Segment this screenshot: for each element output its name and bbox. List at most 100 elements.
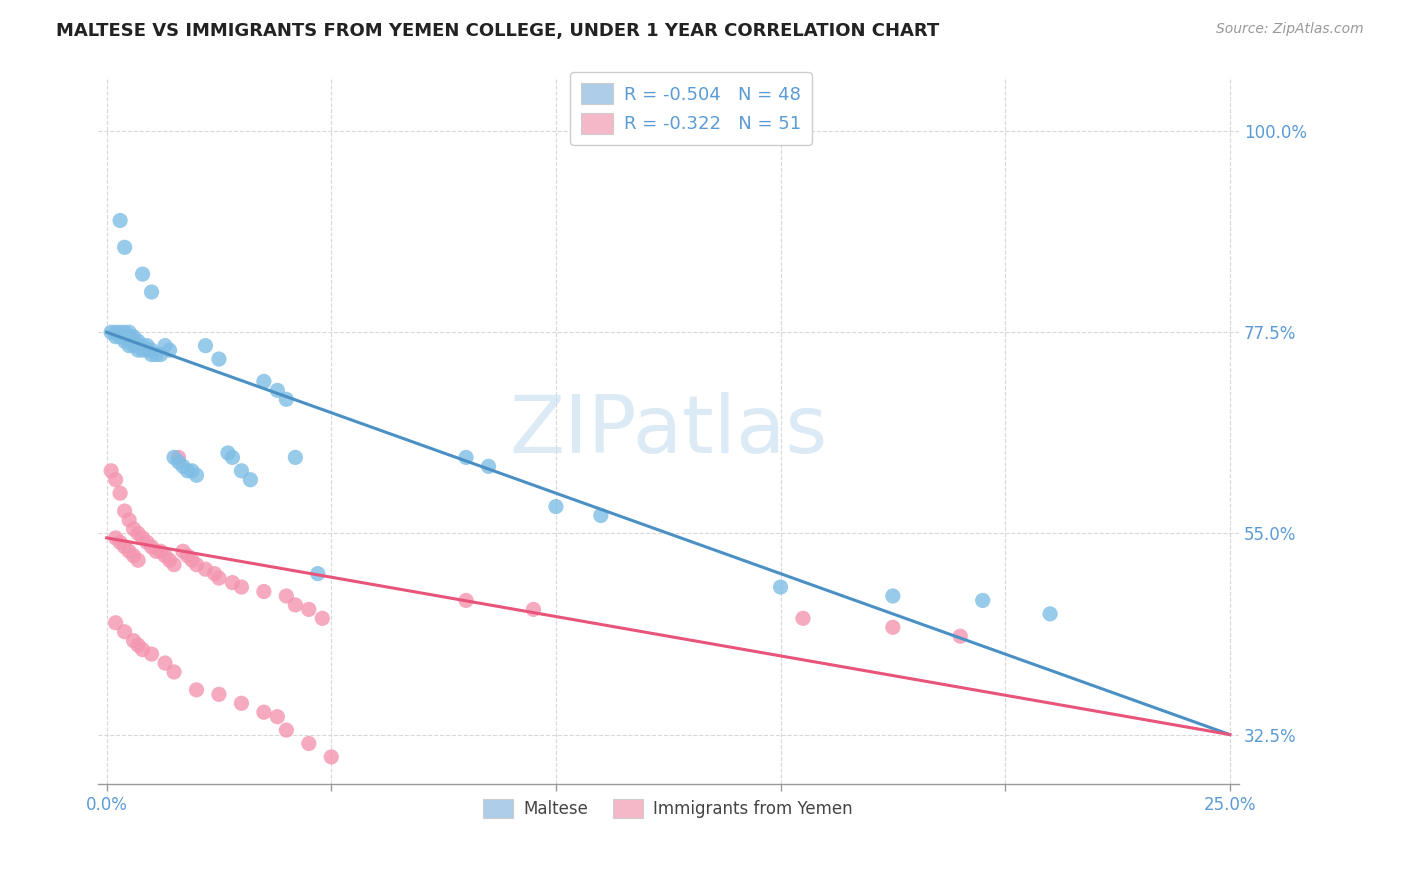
Point <box>108 325 131 339</box>
Point <box>186 682 208 697</box>
Point <box>141 647 163 661</box>
Point <box>127 553 149 567</box>
Point <box>221 575 243 590</box>
Point <box>141 285 163 299</box>
Point <box>104 473 127 487</box>
Point <box>131 343 153 358</box>
Point <box>131 642 153 657</box>
Point <box>163 450 186 465</box>
Point <box>104 325 127 339</box>
Point <box>186 468 208 483</box>
Point <box>253 705 276 719</box>
Point <box>114 329 136 343</box>
Point <box>108 329 131 343</box>
Point <box>127 526 149 541</box>
Point <box>544 500 567 514</box>
Point <box>321 750 343 764</box>
Point <box>104 615 127 630</box>
Point <box>522 602 544 616</box>
Point <box>100 464 122 478</box>
Point <box>163 665 186 679</box>
Point <box>131 267 153 281</box>
Point <box>136 339 159 353</box>
Point <box>186 558 208 572</box>
Point <box>284 598 307 612</box>
Point <box>141 348 163 362</box>
Point <box>114 240 136 254</box>
Point <box>122 334 145 348</box>
Point <box>181 464 204 478</box>
Point <box>122 339 145 353</box>
Point <box>181 553 204 567</box>
Point <box>266 384 288 398</box>
Point <box>949 629 972 643</box>
Point <box>204 566 226 581</box>
Point <box>108 535 131 549</box>
Point <box>163 558 186 572</box>
Point <box>194 339 217 353</box>
Point <box>266 709 288 723</box>
Point <box>118 325 141 339</box>
Text: ZIPatlas: ZIPatlas <box>509 392 827 469</box>
Point <box>882 589 904 603</box>
Point <box>972 593 994 607</box>
Point <box>100 325 122 339</box>
Point <box>136 535 159 549</box>
Point <box>145 348 167 362</box>
Point <box>149 544 172 558</box>
Point <box>208 687 231 701</box>
Point <box>477 459 499 474</box>
Point <box>122 633 145 648</box>
Point <box>208 352 231 367</box>
Point <box>454 450 477 465</box>
Point <box>159 343 181 358</box>
Point <box>104 329 127 343</box>
Point <box>307 566 329 581</box>
Point <box>792 611 814 625</box>
Point <box>1039 607 1062 621</box>
Point <box>108 213 131 227</box>
Point <box>108 486 131 500</box>
Point <box>208 571 231 585</box>
Point <box>145 544 167 558</box>
Point <box>153 549 176 563</box>
Point <box>176 549 198 563</box>
Point <box>149 348 172 362</box>
Point <box>239 473 262 487</box>
Point <box>127 343 149 358</box>
Point <box>298 602 321 616</box>
Point <box>172 459 194 474</box>
Point <box>114 334 136 348</box>
Point <box>118 544 141 558</box>
Point <box>253 584 276 599</box>
Text: Source: ZipAtlas.com: Source: ZipAtlas.com <box>1216 22 1364 37</box>
Point <box>253 375 276 389</box>
Point <box>311 611 333 625</box>
Point <box>118 339 141 353</box>
Point <box>127 339 149 353</box>
Point <box>217 446 239 460</box>
Point <box>131 339 153 353</box>
Point <box>276 392 298 407</box>
Point <box>276 723 298 737</box>
Point <box>127 638 149 652</box>
Point <box>104 531 127 545</box>
Point <box>122 549 145 563</box>
Point <box>153 339 176 353</box>
Point <box>114 624 136 639</box>
Point <box>118 329 141 343</box>
Point <box>454 593 477 607</box>
Point <box>172 544 194 558</box>
Point <box>589 508 612 523</box>
Point <box>231 464 253 478</box>
Point <box>122 522 145 536</box>
Point <box>882 620 904 634</box>
Point <box>221 450 243 465</box>
Point <box>231 580 253 594</box>
Text: MALTESE VS IMMIGRANTS FROM YEMEN COLLEGE, UNDER 1 YEAR CORRELATION CHART: MALTESE VS IMMIGRANTS FROM YEMEN COLLEGE… <box>56 22 939 40</box>
Point <box>141 540 163 554</box>
Point <box>167 455 190 469</box>
Point <box>276 589 298 603</box>
Point <box>298 737 321 751</box>
Point <box>284 450 307 465</box>
